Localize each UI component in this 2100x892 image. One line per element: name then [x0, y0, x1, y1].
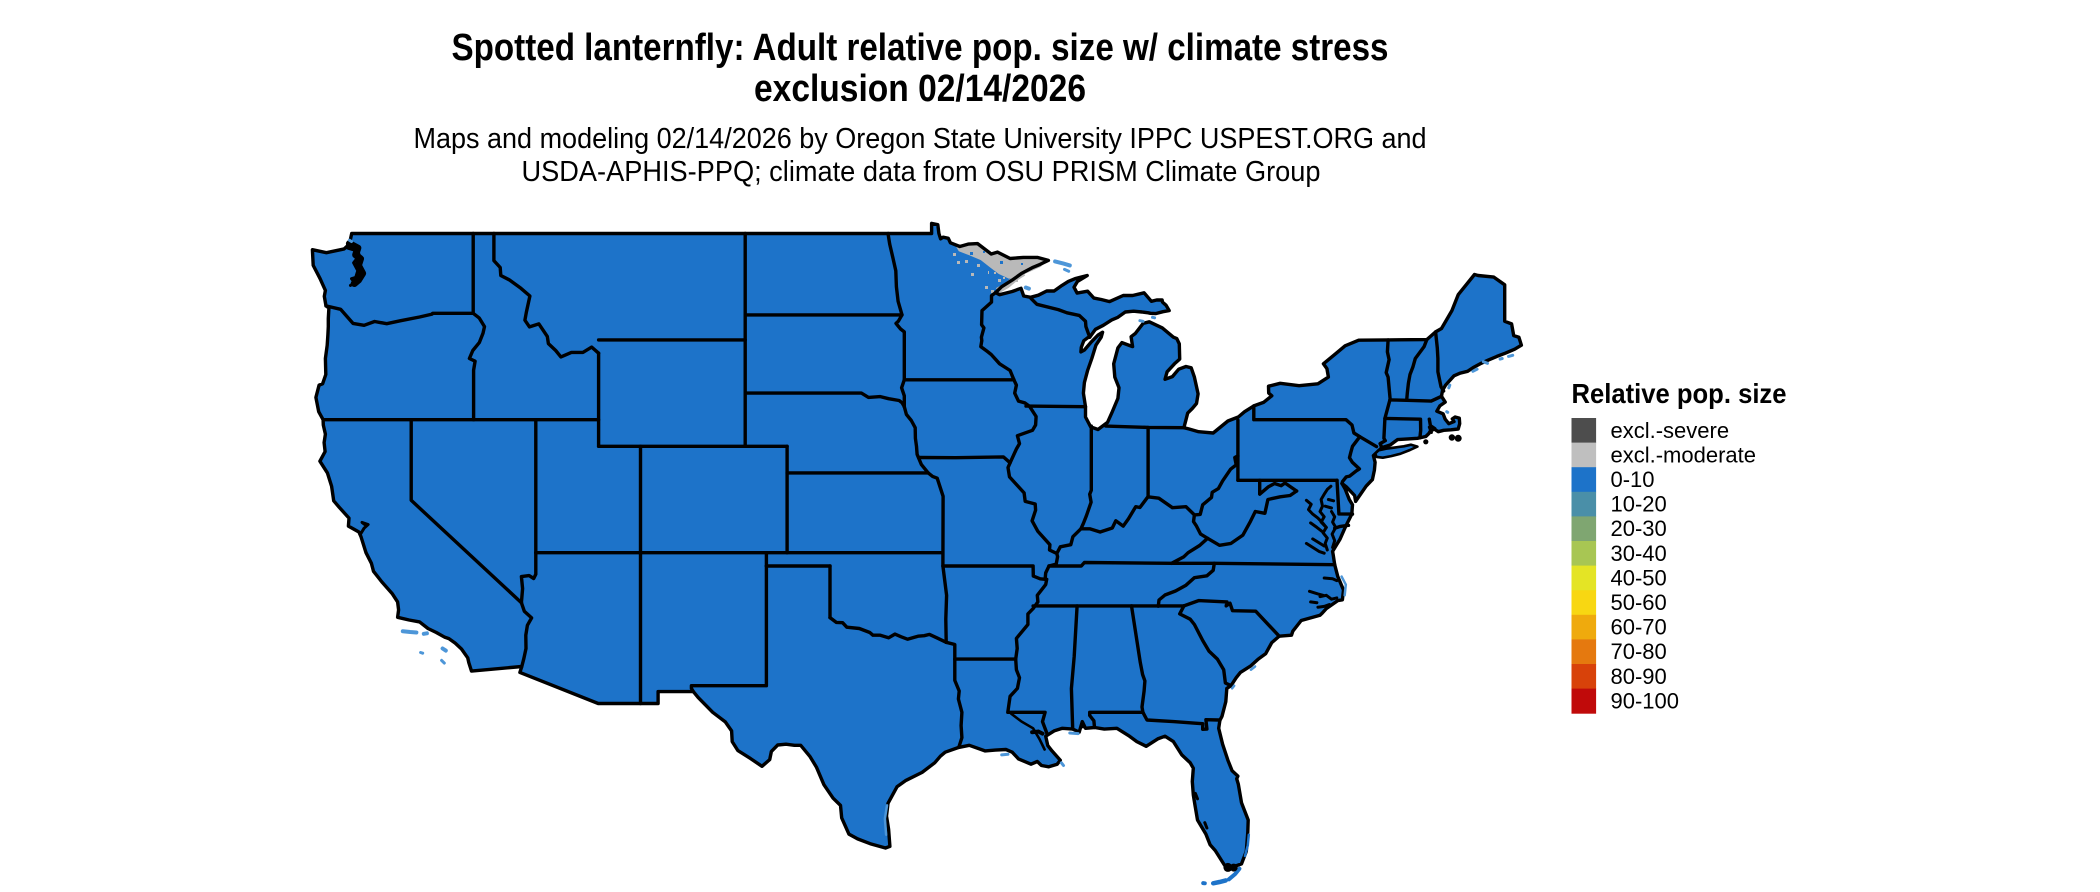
svg-text:10-20: 10-20 — [1611, 492, 1667, 517]
svg-text:20-30: 20-30 — [1611, 516, 1667, 541]
svg-text:excl.-moderate: excl.-moderate — [1611, 442, 1757, 467]
svg-text:60-70: 60-70 — [1611, 615, 1667, 640]
svg-text:USDA-APHIS-PPQ; climate data f: USDA-APHIS-PPQ; climate data from OSU PR… — [522, 156, 1321, 188]
svg-text:70-80: 70-80 — [1611, 639, 1667, 664]
svg-text:excl.-severe: excl.-severe — [1611, 418, 1730, 443]
svg-text:30-40: 30-40 — [1611, 541, 1667, 566]
svg-text:Relative pop. size: Relative pop. size — [1572, 378, 1787, 409]
svg-text:50-60: 50-60 — [1611, 590, 1667, 615]
svg-text:90-100: 90-100 — [1611, 688, 1680, 713]
svg-text:80-90: 80-90 — [1611, 664, 1667, 689]
svg-text:40-50: 40-50 — [1611, 565, 1667, 590]
svg-text:Maps and modeling 02/14/2026 b: Maps and modeling 02/14/2026 by Oregon S… — [414, 123, 1427, 155]
svg-text:Spotted lanternfly: Adult rela: Spotted lanternfly: Adult relative pop. … — [452, 27, 1389, 69]
svg-text:0-10: 0-10 — [1611, 467, 1655, 492]
svg-text:exclusion 02/14/2026: exclusion 02/14/2026 — [754, 68, 1086, 110]
